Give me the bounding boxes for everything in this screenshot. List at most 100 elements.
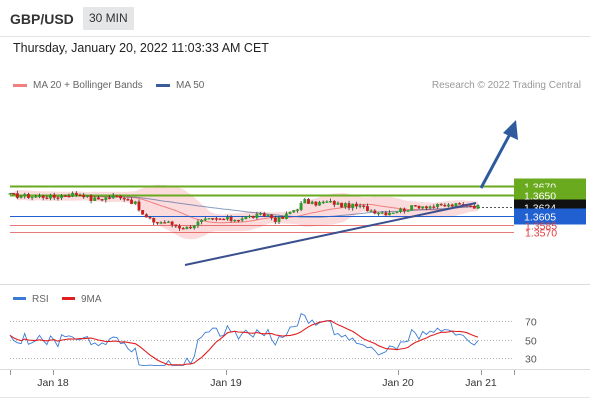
candle-body xyxy=(458,203,462,205)
candle-body xyxy=(476,205,480,209)
candle-body xyxy=(218,218,222,220)
candle-body xyxy=(122,197,126,200)
candle-body xyxy=(362,205,366,207)
candle-body xyxy=(347,203,351,209)
header-divider xyxy=(0,36,590,37)
candle-body xyxy=(185,226,189,230)
timestamp: Thursday, January 20, 2022 11:03:33 AM C… xyxy=(13,41,269,55)
candle-body xyxy=(273,217,277,222)
candle-body xyxy=(96,197,100,200)
candle-body xyxy=(303,199,307,204)
candle-body xyxy=(63,195,67,197)
candle-body xyxy=(60,195,64,199)
candle-body xyxy=(111,195,115,199)
candle-body xyxy=(428,206,432,209)
rsi-legend-swatch xyxy=(62,297,75,300)
ma20-swatch xyxy=(13,83,27,87)
candle-body xyxy=(314,201,318,206)
candle-body xyxy=(207,218,211,220)
projection-arrow-head xyxy=(503,120,518,140)
candle-body xyxy=(203,218,207,221)
candle-body xyxy=(391,212,395,214)
candle-body xyxy=(196,221,200,226)
candle-body xyxy=(181,228,185,230)
x-tick-label: Jan 18 xyxy=(37,377,69,389)
candle-body xyxy=(406,210,410,212)
candle-body xyxy=(155,222,159,224)
candle-body xyxy=(410,205,414,211)
candle-body xyxy=(74,192,78,195)
candle-body xyxy=(104,197,108,201)
timeframe-button[interactable]: 30 MIN xyxy=(83,7,134,30)
rsi-panel: RSI 9MA 70 50 30 xyxy=(9,294,537,366)
candle-body xyxy=(178,225,181,229)
projection-arrow-shaft xyxy=(479,133,512,189)
candle-body xyxy=(170,221,174,225)
candle-body xyxy=(395,211,399,213)
candle-body xyxy=(384,212,388,216)
rsi-legend-swatch xyxy=(13,297,26,300)
candle-body xyxy=(244,216,248,219)
candle-body xyxy=(174,224,178,227)
candle-body xyxy=(443,204,447,207)
candle-body xyxy=(399,208,403,212)
candle-body xyxy=(26,193,30,198)
candle-body xyxy=(262,213,266,217)
rsi-level-label-30: 30 xyxy=(525,354,537,366)
candle-body xyxy=(336,202,340,205)
candle-body xyxy=(436,204,439,208)
ma20-label: MA 20 + Bollinger Bands xyxy=(33,80,143,91)
candle-body xyxy=(251,215,255,218)
candle-body xyxy=(358,205,362,207)
candle-body xyxy=(240,218,244,221)
candle-body xyxy=(365,206,369,212)
pivot-label-box xyxy=(514,208,586,225)
legend-ma20: MA 20 + Bollinger Bands xyxy=(13,80,143,91)
candle-body xyxy=(472,206,476,209)
rsi-level-label-50: 50 xyxy=(525,336,537,348)
candle-body xyxy=(167,221,170,223)
candle-body xyxy=(41,195,45,198)
candle-body xyxy=(222,218,226,221)
candle-body xyxy=(130,199,134,204)
candle-body xyxy=(373,210,377,214)
candle-body xyxy=(85,195,89,198)
price-level-label-1-3585: 1.3585 xyxy=(525,221,557,233)
candle-body xyxy=(214,218,218,220)
candle-body xyxy=(144,214,148,218)
candle-body xyxy=(343,203,347,208)
candle-body xyxy=(82,195,86,198)
candle-body xyxy=(192,225,196,229)
bollinger-band xyxy=(10,184,478,240)
candle-body xyxy=(52,194,56,198)
candle-body xyxy=(225,217,229,220)
candle-body xyxy=(34,196,38,198)
candle-body xyxy=(38,195,41,198)
candle-body xyxy=(354,203,358,207)
candle-body xyxy=(108,197,111,199)
candle-body xyxy=(141,210,145,215)
candle-body xyxy=(119,195,123,199)
candle-body xyxy=(56,197,60,199)
rsi-legend-rsi: RSI xyxy=(32,294,49,305)
candle-body xyxy=(12,193,16,195)
trend-line xyxy=(184,202,477,266)
candle-body xyxy=(126,199,130,201)
candle-body xyxy=(189,226,193,229)
candle-body xyxy=(8,193,12,195)
candle-body xyxy=(93,197,97,201)
rsi-legend-9ma: 9MA xyxy=(81,294,102,305)
candle-body xyxy=(388,212,392,216)
candle-body xyxy=(450,204,454,207)
legend-ma50: MA 50 xyxy=(156,80,204,91)
candle-body xyxy=(469,205,473,207)
candle-body xyxy=(71,192,75,197)
candle-body xyxy=(229,217,233,221)
candle-body xyxy=(15,193,19,198)
candle-body xyxy=(237,219,240,222)
ma50-swatch xyxy=(156,83,170,87)
candle-body xyxy=(270,214,274,218)
candle-body xyxy=(402,208,406,212)
